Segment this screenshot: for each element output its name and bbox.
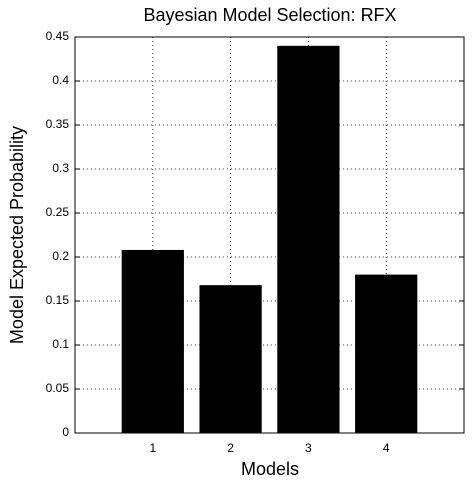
y-tick-label: 0 — [62, 425, 69, 439]
x-tick-label: 1 — [149, 441, 156, 455]
y-axis-label: Model Expected Probability — [7, 126, 27, 344]
bar — [277, 45, 340, 434]
x-tick-label: 2 — [227, 441, 234, 455]
bar — [199, 285, 262, 433]
x-tick-label: 3 — [305, 441, 312, 455]
y-tick-label: 0.35 — [46, 117, 70, 131]
y-tick-label: 0.05 — [46, 381, 70, 395]
y-tick-label: 0.45 — [46, 29, 70, 43]
x-axis-label: Models — [241, 459, 299, 479]
bar — [121, 249, 184, 433]
y-tick-label: 0.3 — [52, 161, 69, 175]
y-tick-label: 0.15 — [46, 293, 70, 307]
x-tick-label: 4 — [383, 441, 390, 455]
bar — [355, 274, 418, 433]
axes-frame — [74, 36, 465, 434]
y-tick-label: 0.1 — [52, 337, 69, 351]
y-tick-label: 0.4 — [52, 73, 69, 87]
chart-title: Bayesian Model Selection: RFX — [143, 5, 396, 25]
y-tick-label: 0.25 — [46, 205, 70, 219]
y-tick-label: 0.2 — [52, 249, 69, 263]
